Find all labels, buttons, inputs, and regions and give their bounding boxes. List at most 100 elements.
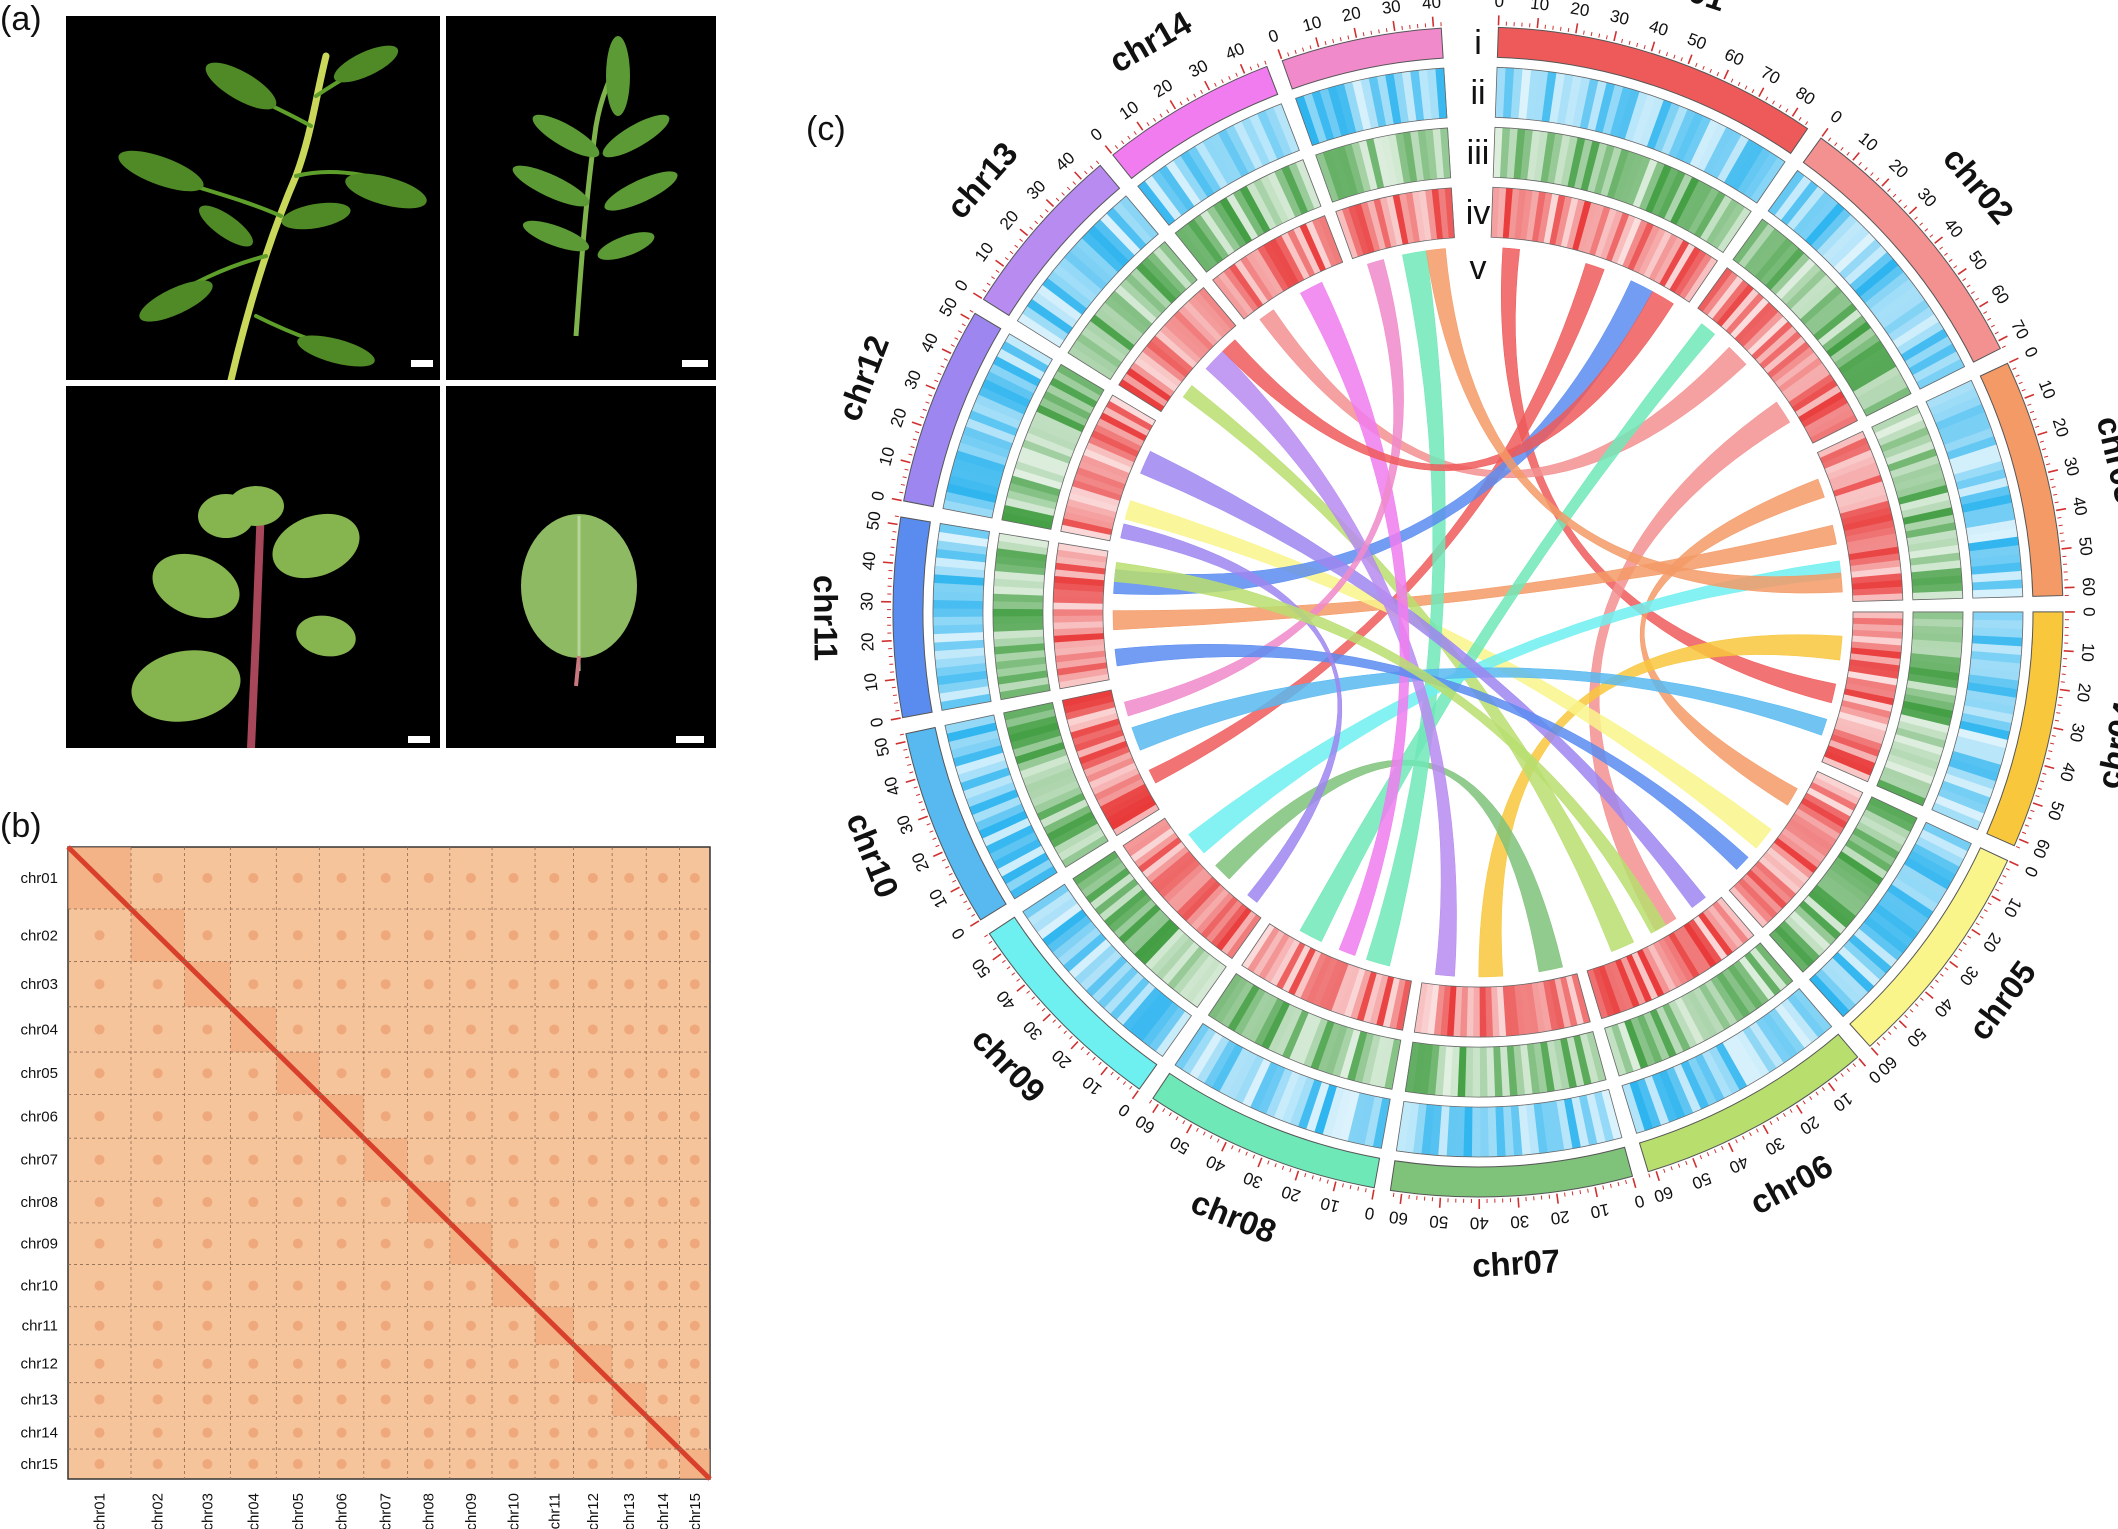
ring-iii-bin [1295, 1015, 1322, 1065]
ring-ii-bin [1151, 170, 1189, 216]
ring-iii-bin [1050, 817, 1098, 848]
ring-ii-bin [1904, 336, 1953, 369]
tick-label: 40 [881, 774, 905, 798]
ideogram-band [988, 916, 1158, 1090]
tick-label: 50 [936, 294, 962, 320]
hic-interaction-spot [657, 1358, 668, 1369]
ring-iii-bin [1118, 904, 1161, 944]
tick-label: 20 [996, 207, 1023, 234]
ring-ii-bin [1793, 191, 1832, 236]
dissected-shoot-image [118, 45, 427, 380]
tick-mark [913, 786, 918, 789]
tick-mark [1016, 978, 1021, 982]
hic-interaction-spot [549, 1154, 560, 1165]
ring-ii-bin [1234, 1054, 1265, 1104]
ring-iii-bin [1911, 575, 1963, 587]
ring-ii-bin [1265, 1067, 1293, 1118]
ring-ii-bin [1119, 195, 1159, 240]
ring-iii-bin [998, 676, 1049, 693]
ring-iii-bin [1705, 198, 1739, 246]
ring-ii-bin [1385, 73, 1402, 125]
ring-iv-bin [1828, 462, 1879, 486]
ring-iii-bin [1128, 913, 1170, 955]
tick-label: 30 [1914, 184, 1941, 211]
tick-mark [1706, 1152, 1710, 1157]
ring-ii-bin [1074, 944, 1117, 985]
hic-interaction-spot [624, 1024, 635, 1035]
tick-mark [1983, 311, 1988, 314]
tick-mark [2059, 688, 2070, 692]
hic-interaction-spot [336, 1280, 347, 1291]
hic-interaction-spot [202, 1024, 213, 1035]
ring-ii-bin [1815, 968, 1856, 1012]
dissected-leaf-image [512, 36, 678, 337]
tick-mark [1613, 31, 1618, 42]
ring-iii-bin [1632, 158, 1658, 209]
tick-label: 10 [971, 239, 998, 265]
tick-mark [1070, 1041, 1079, 1050]
hic-interaction-spot [248, 1394, 259, 1405]
ring-ii-bin [936, 539, 988, 555]
ring-ii-bin [1311, 90, 1335, 141]
ring-iv-bin [1063, 695, 1114, 714]
ring-ii-bin [1027, 890, 1074, 926]
hic-interaction-spot [624, 1111, 635, 1122]
tick-label: 10 [1079, 1072, 1106, 1099]
ring-iv-bin [1138, 351, 1182, 387]
tick-mark [1971, 928, 1981, 936]
tick-mark [1846, 151, 1850, 156]
ring-iv-bin [1078, 740, 1128, 765]
tick-mark [1914, 216, 1918, 220]
ring-iv-bin [1093, 423, 1142, 452]
ring-iv-bin [1801, 396, 1849, 428]
ring-iii-bin [1853, 366, 1901, 399]
ring-ii-bin [975, 803, 1025, 831]
tick-mark [2015, 845, 2021, 849]
ring-iii-bin [1838, 340, 1885, 375]
hic-row-label: chr13 [20, 1391, 58, 1408]
ring-iv-bin [1172, 872, 1213, 912]
ring-ii-bin [1487, 1106, 1498, 1157]
ring-iv-bin [1657, 938, 1688, 985]
tick-mark [1930, 985, 1934, 989]
tick-mark [1887, 188, 1891, 192]
ring-ii-bin [1058, 257, 1103, 297]
ring-ii-bin [1962, 705, 2014, 724]
ring-ii-bin [935, 548, 987, 563]
tick-mark [891, 497, 902, 502]
ring-iv-bin [1548, 979, 1565, 1030]
tick-mark [1041, 1008, 1046, 1012]
tick-mark [2009, 860, 2019, 867]
ring-ii-bin [1735, 1030, 1770, 1078]
tick-label: 10 [876, 445, 899, 468]
hic-interaction-spot [380, 1280, 391, 1291]
ring-iii-bin [1085, 867, 1131, 904]
ring-ii-bin [952, 744, 1004, 767]
ring-ii-bin [1969, 545, 2020, 560]
ring-iv-bin [1851, 635, 1903, 646]
ring-iv-bin [1851, 641, 1902, 653]
ring-ii-bin [1742, 1026, 1777, 1073]
tick-mark [1347, 35, 1350, 40]
ring-iii-bin [1533, 131, 1549, 182]
tick-label: 10 [2035, 377, 2060, 402]
ring-iv-bin [1673, 928, 1706, 975]
ring-iv-bin [1240, 255, 1274, 302]
ring-iv-bin [1824, 449, 1874, 475]
tick-label: 20 [1885, 155, 1912, 182]
hic-row-label: chr02 [20, 927, 58, 944]
tick-mark [918, 801, 923, 804]
hic-interaction-spot [152, 1024, 163, 1035]
ring-iii-bin [1912, 611, 1963, 621]
ring-iii-bin [1754, 237, 1793, 282]
hic-interaction-spot [292, 1280, 303, 1291]
tick-mark [918, 815, 928, 821]
tick-mark [2035, 425, 2040, 428]
ring-iv-bin [1159, 325, 1202, 364]
ring-ii-bin [1541, 71, 1557, 123]
ring-iii-bin [1907, 673, 1959, 689]
ring-iv-bin [1838, 494, 1889, 515]
ring-iv-bin [1379, 196, 1398, 248]
ring-iv-bin [1055, 650, 1106, 663]
ring-ii-border [1016, 195, 1159, 349]
